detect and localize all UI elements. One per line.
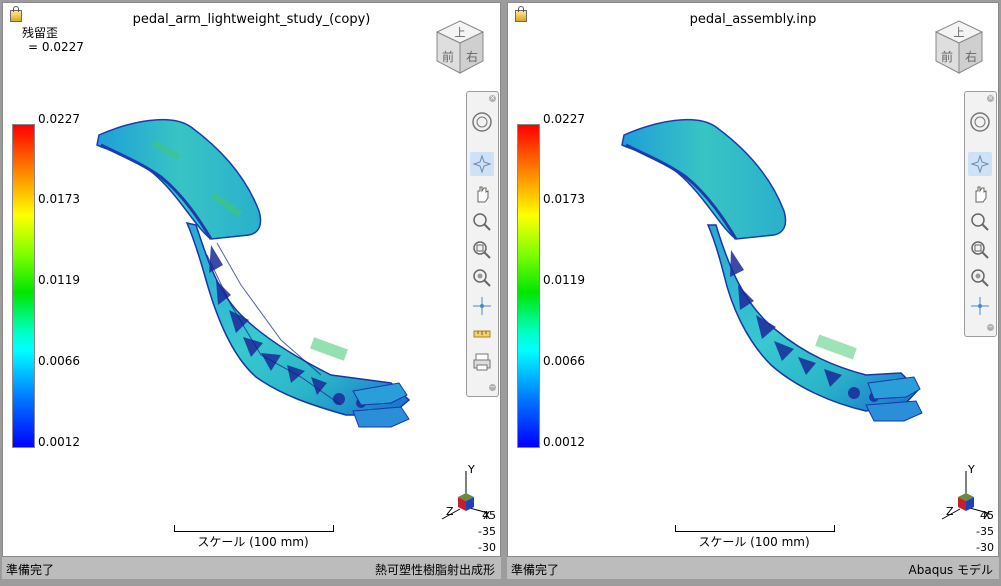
cube-right-label: 右: [965, 49, 977, 64]
view-angle: 45: [482, 509, 496, 522]
axis-triad-icon: Y X Z: [441, 463, 491, 522]
status-module: Abaqus モデル: [908, 563, 993, 577]
viewport-pane-right: pedal_assembly.inp 上 前 右 0.0227 0.0173 0…: [505, 0, 1001, 586]
legend-color-bar: [12, 124, 35, 448]
view-toolbar: × −: [964, 91, 997, 337]
pedal-model[interactable]: [616, 115, 926, 435]
print-icon[interactable]: [470, 350, 494, 374]
toolbar-close-icon[interactable]: ×: [987, 94, 994, 102]
result-name: 残留歪: [22, 26, 59, 40]
zoom-fit-icon[interactable]: [968, 266, 992, 290]
pedal-model[interactable]: [91, 115, 421, 435]
view-cube-icon[interactable]: 上 前 右: [435, 19, 485, 75]
view-angle: -35: [478, 525, 496, 538]
scale-bar: [174, 525, 334, 532]
zoom-box-icon[interactable]: [470, 238, 494, 262]
scale-label: スケール (100 mm): [698, 535, 810, 549]
zoom-icon[interactable]: [968, 210, 992, 234]
toolbar-close-icon[interactable]: ×: [489, 94, 496, 102]
pan-icon[interactable]: [470, 182, 494, 206]
viewport-right[interactable]: pedal_assembly.inp 上 前 右 0.0227 0.0173 0…: [507, 2, 999, 557]
lock-icon[interactable]: [10, 6, 22, 22]
legend-color-bar: [517, 124, 540, 448]
toolbar-collapse-icon[interactable]: −: [489, 383, 496, 391]
scale-label: スケール (100 mm): [197, 535, 309, 549]
scale-bar: [675, 525, 835, 532]
status-ready: 準備完了: [6, 563, 55, 577]
triad-x-label: X: [983, 509, 991, 522]
zoom-icon[interactable]: [470, 210, 494, 234]
legend-label: 0.0173: [38, 192, 80, 206]
status-bar: 準備完了 Abaqus モデル: [507, 557, 999, 579]
view-angle: -30: [976, 541, 994, 554]
measure-icon[interactable]: [470, 322, 494, 346]
triad-x-label: X: [483, 509, 491, 522]
viewport-pane-left: pedal_arm_lightweight_study_(copy) 残留歪 =…: [2, 2, 501, 579]
pan-icon[interactable]: [968, 182, 992, 206]
zoom-fit-icon[interactable]: [470, 266, 494, 290]
pivot-icon[interactable]: [968, 152, 992, 176]
center-icon[interactable]: [470, 294, 494, 318]
legend-label: 0.0066: [543, 354, 585, 368]
triad-y-label: Y: [467, 463, 475, 476]
viewport-title: pedal_arm_lightweight_study_(copy): [132, 12, 371, 27]
legend-label: 0.0012: [38, 435, 80, 449]
cube-right-label: 右: [466, 49, 478, 64]
triad-y-label: Y: [967, 463, 975, 476]
rotate-icon[interactable]: [968, 110, 992, 134]
axis-triad-icon: Y X Z: [941, 463, 991, 522]
triad-z-label: Z: [946, 505, 954, 518]
viewport-title: pedal_assembly.inp: [689, 12, 817, 27]
legend-label: 0.0227: [543, 112, 585, 126]
cube-top-label: 上: [954, 26, 965, 39]
view-toolbar: × −: [466, 91, 499, 397]
cube-front-label: 前: [941, 49, 953, 64]
toolbar-collapse-icon[interactable]: −: [987, 323, 994, 331]
viewport-left[interactable]: pedal_arm_lightweight_study_(copy) 残留歪 =…: [2, 2, 501, 557]
legend-label: 0.0227: [38, 112, 80, 126]
status-ready: 準備完了: [511, 563, 560, 577]
zoom-box-icon[interactable]: [968, 238, 992, 262]
legend-label: 0.0066: [38, 354, 80, 368]
legend-label: 0.0119: [543, 273, 585, 287]
view-angle: -30: [478, 541, 496, 554]
rotate-icon[interactable]: [470, 110, 494, 134]
legend-label: 0.0173: [543, 192, 585, 206]
legend-label: 0.0119: [38, 273, 80, 287]
view-angle: 45: [980, 509, 994, 522]
lock-icon[interactable]: [515, 6, 527, 22]
status-module: 熱可塑性樹脂射出成形: [374, 563, 495, 577]
pivot-icon[interactable]: [470, 152, 494, 176]
view-angle: -35: [976, 525, 994, 538]
triad-z-label: Z: [446, 505, 454, 518]
cube-front-label: 前: [442, 49, 454, 64]
view-cube-icon[interactable]: 上 前 右: [934, 19, 984, 75]
result-max-value: = 0.0227: [28, 40, 84, 54]
cube-top-label: 上: [455, 26, 466, 39]
status-bar: 準備完了 熱可塑性樹脂射出成形: [2, 557, 501, 579]
center-icon[interactable]: [968, 294, 992, 318]
legend-label: 0.0012: [543, 435, 585, 449]
